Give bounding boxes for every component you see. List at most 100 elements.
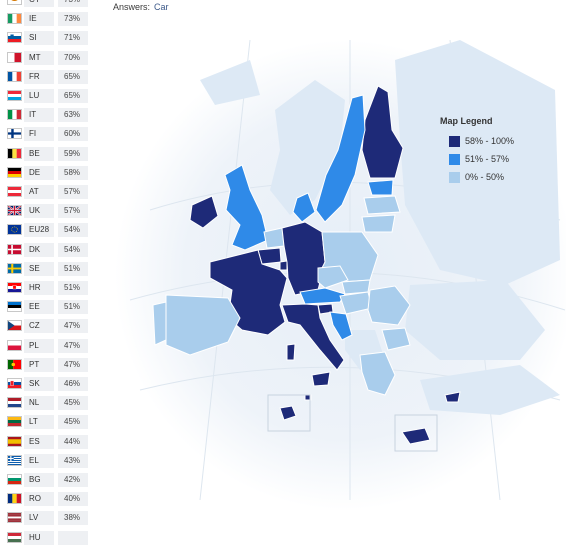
country-row-bg[interactable]: BG 42% — [4, 473, 88, 488]
country-code: IE — [24, 12, 54, 27]
lu-flag-icon — [7, 90, 22, 101]
legend-item-low: 0% - 50% — [440, 170, 562, 188]
country-ro-shape[interactable] — [367, 285, 411, 326]
country-lu-shape[interactable] — [279, 260, 288, 271]
country-dk-shape[interactable] — [292, 192, 316, 223]
country-percentage: 46% — [58, 377, 88, 391]
country-row-pt[interactable]: PT 47% — [4, 357, 88, 373]
country-row-si[interactable]: SI 71% — [4, 31, 88, 46]
country-percentage: 57% — [58, 185, 88, 199]
country-row-ie[interactable]: IE 73% — [4, 12, 88, 27]
country-row-it[interactable]: IT 63% — [4, 108, 88, 123]
country-percentage: 73% — [58, 12, 88, 27]
europe-map — [115, 39, 566, 510]
country-row-se[interactable]: SE 51% — [4, 261, 88, 277]
country-ie-shape[interactable] — [189, 195, 219, 229]
ukraine-shape — [405, 280, 545, 360]
country-row-ro[interactable]: RO 40% — [4, 492, 88, 507]
country-row-de[interactable]: DE 58% — [4, 165, 88, 181]
country-percentage: 60% — [58, 127, 88, 142]
country-list: CY 73% IE 73% SI 71% MT 70% FR 65% LU 65% IT 63% FI 60%… — [0, 0, 92, 545]
sk-flag-icon — [7, 378, 22, 389]
iceland-shape — [200, 60, 260, 105]
country-it-shape[interactable] — [281, 303, 345, 371]
country-row-at[interactable]: AT 57% — [4, 185, 88, 200]
country-percentage: 47% — [58, 338, 88, 353]
country-percentage: 42% — [58, 473, 88, 487]
country-row-es[interactable]: ES 44% — [4, 434, 88, 450]
country-row-fi[interactable]: FI 60% — [4, 127, 88, 142]
country-bg-shape[interactable] — [381, 327, 411, 351]
country-percentage: 65% — [58, 69, 88, 84]
country-code: UK — [24, 204, 54, 219]
dk-flag-icon — [7, 243, 22, 255]
russia-shape — [395, 40, 560, 285]
country-percentage: 73% — [58, 0, 88, 7]
country-cy-shape[interactable] — [444, 391, 461, 403]
it-flag-icon — [7, 109, 22, 121]
country-code: CZ — [24, 319, 54, 334]
country-hr-shape[interactable] — [329, 311, 353, 341]
country-row-lt[interactable]: LT 45% — [4, 415, 88, 430]
country-percentage: 63% — [58, 108, 88, 123]
country-row-eu28[interactable]: EU28 54% — [4, 223, 88, 238]
fr-flag-icon — [7, 70, 22, 82]
country-el-shape[interactable] — [359, 351, 396, 396]
legend-swatch-mid — [449, 154, 460, 165]
country-code: SE — [24, 261, 54, 276]
country-cz-shape[interactable] — [317, 265, 349, 289]
country-row-cz[interactable]: CZ 47% — [4, 319, 88, 334]
country-row-el[interactable]: EL 43% — [4, 453, 88, 469]
country-percentage: 58% — [58, 165, 88, 180]
country-code: DE — [24, 165, 54, 180]
legend-swatch-low — [449, 172, 460, 183]
country-ee-shape[interactable] — [367, 179, 394, 196]
country-uk-shape[interactable] — [224, 164, 269, 251]
nl-flag-icon — [7, 397, 22, 409]
el-flag-icon — [7, 454, 22, 466]
country-lv-shape[interactable] — [363, 195, 401, 215]
fi-flag-icon — [7, 128, 22, 140]
uk-flag-icon — [7, 205, 22, 217]
country-row-cy[interactable]: CY 73% — [4, 0, 88, 8]
country-row-ee[interactable]: EE 51% — [4, 300, 88, 315]
country-row-nl[interactable]: NL 45% — [4, 396, 88, 411]
country-row-pl[interactable]: PL 47% — [4, 338, 88, 354]
country-percentage: 71% — [58, 31, 88, 46]
country-fi-shape[interactable] — [361, 85, 404, 179]
country-code: ES — [24, 434, 54, 449]
country-row-dk[interactable]: DK 54% — [4, 242, 88, 258]
country-code: EU28 — [24, 223, 54, 238]
country-code: SI — [24, 31, 54, 46]
answers-line: Answers: Car — [113, 2, 169, 12]
hr-flag-icon — [7, 282, 22, 293]
country-lt-shape[interactable] — [361, 214, 396, 233]
hu-flag-icon — [7, 531, 22, 543]
country-row-lv[interactable]: LV 38% — [4, 511, 88, 526]
country-percentage: 65% — [58, 89, 88, 103]
country-it-shape[interactable] — [286, 343, 296, 361]
country-es-shape[interactable] — [165, 294, 241, 356]
country-row-hr[interactable]: HR 51% — [4, 281, 88, 296]
country-mt-shape[interactable] — [279, 405, 297, 421]
country-se-shape[interactable] — [315, 94, 366, 223]
country-nl-shape[interactable] — [263, 227, 285, 249]
country-row-sk[interactable]: SK 46% — [4, 377, 88, 392]
country-row-be[interactable]: BE 59% — [4, 146, 88, 162]
es-flag-icon — [7, 435, 22, 447]
country-row-mt[interactable]: MT 70% — [4, 50, 88, 66]
country-cy-shape[interactable] — [401, 427, 431, 445]
legend-swatch-high — [449, 136, 460, 147]
ro-flag-icon — [7, 493, 22, 505]
country-percentage: 57% — [58, 204, 88, 219]
country-it-shape[interactable] — [311, 371, 331, 387]
country-pt-shape[interactable] — [152, 301, 167, 346]
country-row-fr[interactable]: FR 65% — [4, 69, 88, 85]
legend-title: Map Legend — [440, 116, 493, 126]
country-percentage: 51% — [58, 281, 88, 295]
country-row-uk[interactable]: UK 57% — [4, 204, 88, 219]
answers-value[interactable]: Car — [154, 2, 169, 12]
ie-flag-icon — [7, 13, 22, 25]
country-row-lu[interactable]: LU 65% — [4, 89, 88, 104]
si-flag-icon — [7, 32, 22, 44]
